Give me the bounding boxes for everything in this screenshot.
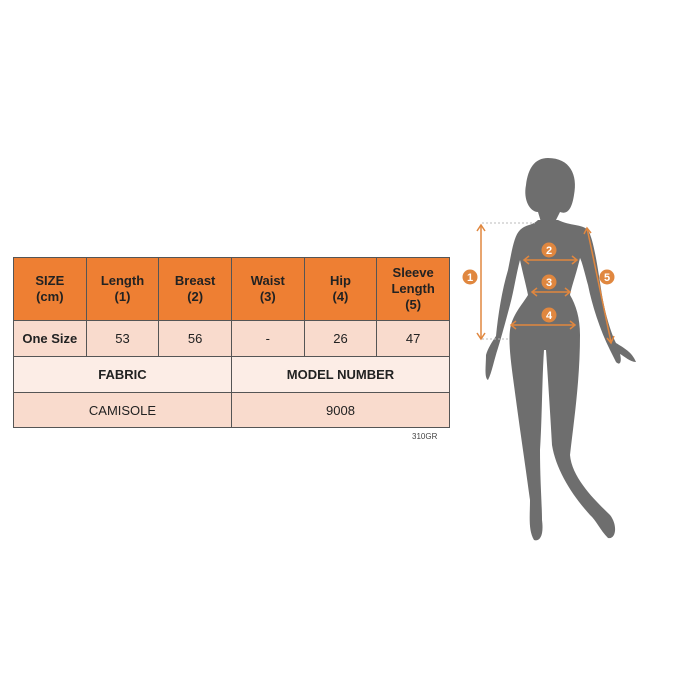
size-chart-table: SIZE (cm) Length (1) Breast (2) Waist (3… (13, 257, 451, 428)
marker-5-label: 5 (604, 272, 610, 284)
marker-4-label: 4 (546, 310, 553, 322)
header-text: Length (1) (100, 273, 145, 304)
header-length: Length (1) (85, 257, 160, 321)
measurement-lines (476, 222, 615, 345)
marker-3-label: 3 (546, 277, 552, 289)
label-row: FABRIC MODEL NUMBER (13, 356, 451, 393)
waist-cell: - (230, 320, 305, 357)
product-code: 310GR (412, 432, 438, 441)
body (485, 220, 636, 541)
markers: 1 2 3 4 5 (462, 242, 615, 323)
silhouette (485, 158, 636, 541)
marker-1-label: 1 (467, 272, 473, 284)
hip-cell: 26 (303, 320, 378, 357)
header-text: Breast (2) (174, 273, 216, 304)
header-waist: Waist (3) (230, 257, 305, 321)
size-cell: One Size (13, 320, 87, 357)
marker-1-icon (462, 269, 478, 285)
header-sleeve: Sleeve Length (5) (376, 257, 450, 321)
marker-5-icon (599, 269, 615, 285)
hip-arrow (509, 320, 577, 330)
header-hip: Hip (4) (303, 257, 378, 321)
header-text: Sleeve Length (5) (391, 265, 435, 312)
breast-arrow (522, 255, 579, 265)
sleeve-cell: 47 (376, 320, 450, 357)
fabric-label: FABRIC (13, 356, 232, 393)
marker-2-label: 2 (546, 245, 552, 257)
sleeve-arrow (583, 226, 615, 345)
model-value: 9008 (230, 392, 451, 428)
marker-2-icon (541, 242, 557, 258)
value-row: CAMISOLE 9008 (13, 392, 451, 428)
length-arrowheads (476, 223, 486, 341)
header-text: SIZE (cm) (35, 273, 65, 304)
marker-3-icon (541, 274, 557, 290)
header-row: SIZE (cm) Length (1) Breast (2) Waist (3… (13, 257, 450, 321)
model-label: MODEL NUMBER (230, 356, 451, 393)
header-breast: Breast (2) (158, 257, 232, 321)
marker-4-icon (541, 307, 557, 323)
table-row: One Size 53 56 - 26 47 (13, 320, 450, 357)
header-text: Waist (3) (250, 273, 285, 304)
length-cell: 53 (85, 320, 160, 357)
waist-arrow (530, 287, 572, 297)
head-hair (525, 158, 575, 222)
header-size: SIZE (cm) (13, 257, 87, 321)
fabric-value: CAMISOLE (13, 392, 232, 428)
header-text: Hip (4) (329, 273, 351, 304)
